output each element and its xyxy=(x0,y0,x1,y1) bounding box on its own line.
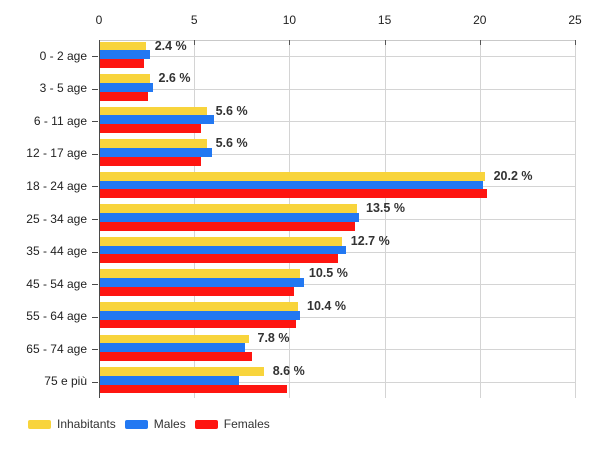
bar-value-label: 5.6 % xyxy=(215,136,248,151)
bar-inhabitants xyxy=(100,269,300,279)
horizontal-gridline xyxy=(99,56,575,58)
bar-males xyxy=(100,310,300,320)
bar-value-label: 2.4 % xyxy=(154,38,187,53)
bar-inhabitants xyxy=(100,41,146,51)
category-label: 45 - 54 age xyxy=(26,276,87,291)
bar-inhabitants xyxy=(100,367,264,376)
legend-swatch-males xyxy=(124,419,148,429)
category-tick-mark xyxy=(92,251,98,253)
legend-swatch-females xyxy=(194,419,218,429)
category-label: 18 - 24 age xyxy=(26,178,87,193)
horizontal-gridline xyxy=(99,121,575,123)
x-tick-label: 25 xyxy=(568,13,582,27)
bar-value-label: 7.8 % xyxy=(257,331,290,346)
category-label: 12 - 17 age xyxy=(26,146,87,161)
bar-females xyxy=(100,124,201,134)
category-label: 35 - 44 age xyxy=(26,244,87,259)
bar-value-label: 5.6 % xyxy=(215,103,248,118)
category-tick-mark xyxy=(92,284,98,286)
bar-females xyxy=(100,91,148,101)
bar-inhabitants xyxy=(100,236,342,246)
category-tick-mark xyxy=(92,316,98,318)
x-tick-label: 15 xyxy=(377,13,392,27)
x-axis-line xyxy=(99,40,576,41)
horizontal-gridline xyxy=(99,349,575,351)
horizontal-gridline xyxy=(99,316,575,318)
bar-inhabitants xyxy=(100,301,299,311)
bar-males xyxy=(100,82,154,92)
category-tick-mark xyxy=(92,88,98,90)
bar-males xyxy=(100,245,346,255)
legend-item-inhabitants: Inhabitants xyxy=(28,417,116,431)
category-label: 25 - 34 age xyxy=(26,211,87,226)
category-label: 75 e più xyxy=(44,374,87,389)
legend-item-females: Females xyxy=(194,417,270,431)
x-tick-mark xyxy=(289,40,291,45)
category-label: 0 - 2 age xyxy=(39,48,87,63)
bar-females xyxy=(100,254,338,264)
bar-males xyxy=(100,343,245,353)
category-tick-mark xyxy=(92,153,98,155)
bar-value-label: 12.7 % xyxy=(350,233,390,248)
bar-inhabitants xyxy=(100,334,249,344)
legend-label: Males xyxy=(153,417,186,431)
horizontal-gridline xyxy=(99,284,575,286)
bar-males xyxy=(100,375,239,385)
x-tick-mark xyxy=(575,40,576,45)
bar-inhabitants xyxy=(100,139,207,149)
bar-value-label: 13.5 % xyxy=(366,201,405,216)
bar-females xyxy=(100,319,297,329)
category-label: 65 - 74 age xyxy=(26,341,87,356)
bar-value-label: 20.2 % xyxy=(493,168,533,183)
x-tick-mark xyxy=(194,40,196,45)
category-label: 55 - 64 age xyxy=(26,309,87,324)
bar-inhabitants xyxy=(100,106,207,116)
bar-females xyxy=(100,189,487,199)
bar-value-label: 10.4 % xyxy=(307,298,346,313)
legend-label: Inhabitants xyxy=(57,417,116,431)
category-label: 3 - 5 age xyxy=(39,81,87,96)
bar-males xyxy=(100,115,215,125)
bar-value-label: 2.6 % xyxy=(158,71,191,86)
category-tick-mark xyxy=(92,219,98,220)
bar-inhabitants xyxy=(100,171,485,181)
vertical-gridline xyxy=(575,40,576,398)
horizontal-gridline xyxy=(99,381,575,383)
bar-males xyxy=(100,213,359,222)
x-tick-mark xyxy=(384,40,386,45)
legend: Inhabitants Males Females xyxy=(28,417,279,431)
bar-males xyxy=(100,148,213,157)
x-tick-label: 0 xyxy=(95,13,103,27)
y-axis-line xyxy=(99,40,100,398)
bar-females xyxy=(100,59,144,68)
bar-males xyxy=(100,50,150,60)
legend-item-males: Males xyxy=(124,417,186,431)
x-tick-label: 10 xyxy=(282,13,297,27)
bar-value-label: 8.6 % xyxy=(272,363,305,378)
bar-females xyxy=(100,156,201,166)
bar-inhabitants xyxy=(100,74,150,83)
bar-inhabitants xyxy=(100,204,358,214)
legend-label: Females xyxy=(223,417,270,431)
x-tick-mark xyxy=(479,40,481,45)
bar-females xyxy=(100,384,287,394)
horizontal-gridline xyxy=(99,88,575,90)
category-label: 6 - 11 age xyxy=(33,113,87,128)
category-tick-mark xyxy=(92,186,98,188)
bar-females xyxy=(100,352,253,361)
x-tick-label: 20 xyxy=(473,13,487,27)
horizontal-gridline xyxy=(99,153,575,155)
bar-males xyxy=(100,278,304,287)
category-tick-mark xyxy=(92,56,98,58)
category-tick-mark xyxy=(92,381,98,383)
bar-females xyxy=(100,221,356,231)
bar-females xyxy=(100,287,295,296)
legend-swatch-inhabitants xyxy=(28,419,51,429)
bar-males xyxy=(100,180,483,190)
category-tick-mark xyxy=(92,121,98,123)
x-tick-label: 5 xyxy=(190,13,198,27)
bar-value-label: 10.5 % xyxy=(308,266,348,281)
category-tick-mark xyxy=(92,349,98,351)
